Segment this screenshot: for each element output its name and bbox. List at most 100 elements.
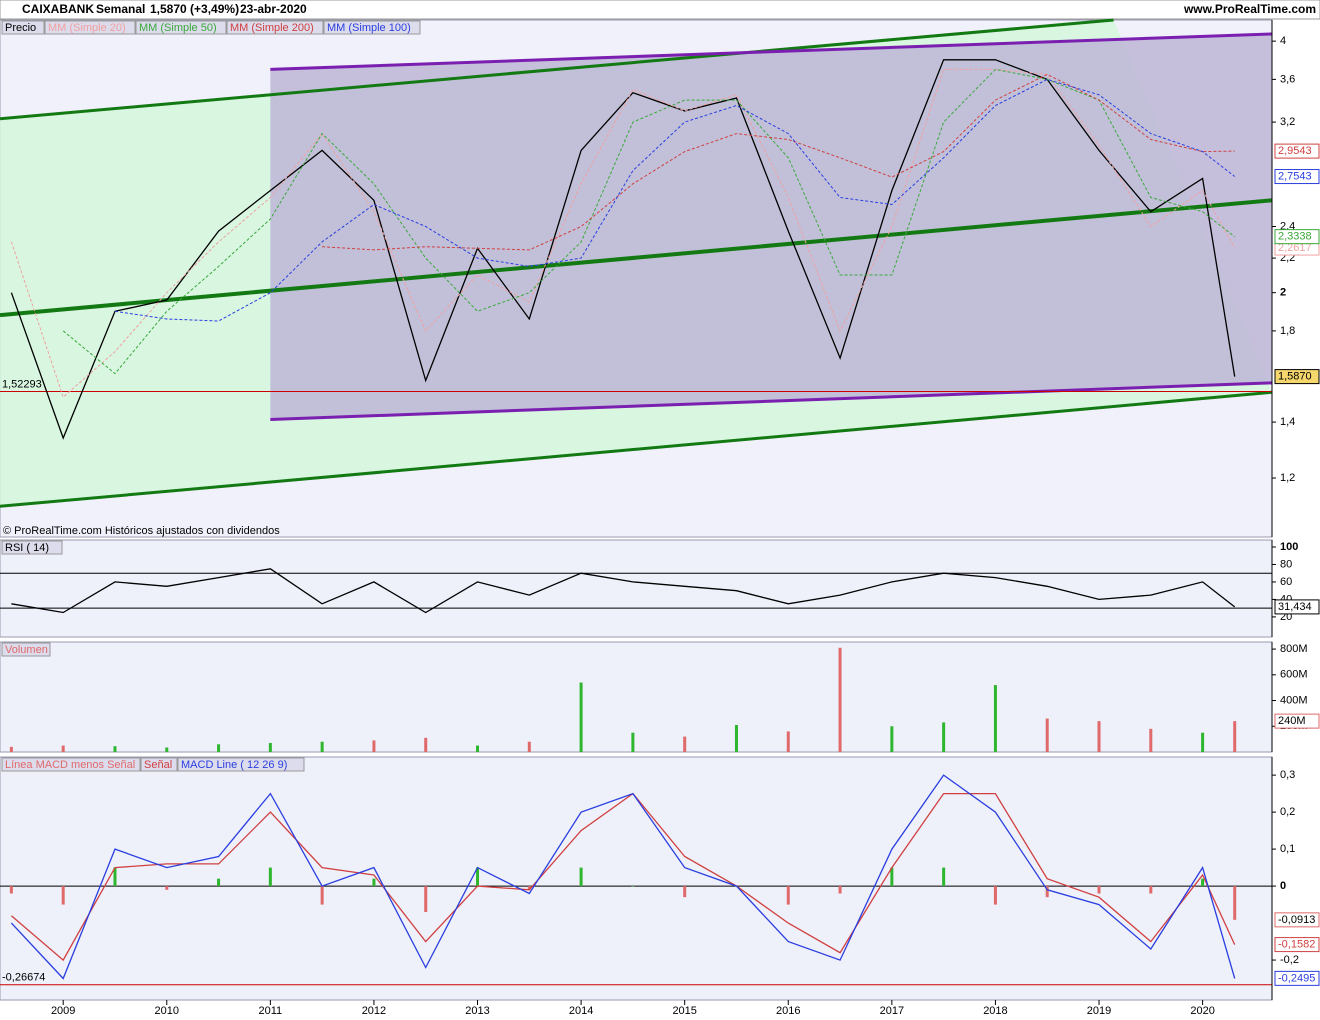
histogram-bar: [61, 886, 65, 905]
volume-bar: [786, 731, 790, 752]
x-tick-label: 2016: [776, 1005, 800, 1017]
volume-bar: [1097, 721, 1101, 752]
volume-bar: [61, 745, 65, 752]
histogram-bar: [786, 886, 790, 905]
volume-bar: [320, 741, 324, 752]
legend-entry: MM (Simple 20): [48, 22, 126, 34]
legend-entry: Línea MACD menos Señal: [5, 759, 135, 771]
volume-bar: [1045, 718, 1049, 752]
last-value-label: -0,2495: [1278, 972, 1315, 984]
histogram-bar: [942, 867, 946, 887]
last-value-box: [1274, 169, 1320, 185]
legend-entry: MM (Simple 100): [327, 22, 411, 34]
histogram-bar: [527, 886, 531, 890]
last-value-label: 1,5870: [1278, 371, 1312, 383]
period: Semanal: [96, 2, 145, 16]
y-tick-label: 100: [1280, 541, 1298, 553]
legend-entry: MM (Simple 200): [230, 22, 314, 34]
volume-bar: [372, 740, 376, 752]
histogram-bar: [683, 886, 687, 898]
histogram-bar: [268, 867, 272, 887]
x-tick-label: 2011: [259, 1005, 283, 1017]
series-line: [10, 774, 1236, 980]
y-tick-label: 1,2: [1280, 472, 1295, 484]
volume-bar: [890, 726, 894, 752]
volume-bar: [683, 736, 687, 752]
histogram-bar: [1233, 886, 1237, 920]
legend-entry: MACD Line ( 12 26 9): [181, 759, 287, 771]
volume-bar: [217, 744, 221, 752]
histogram-bar: [476, 867, 480, 887]
legend-entry: Volumen: [5, 644, 48, 656]
last-value-box: [1274, 713, 1320, 729]
last-value-label: -0,0913: [1278, 914, 1315, 926]
last-price: 1,5870 (+3,49%): [150, 2, 239, 16]
symbol: CAIXABANK: [22, 2, 94, 16]
x-tick-label: 2009: [51, 1005, 75, 1017]
volume-bar: [631, 732, 635, 752]
volume-bar: [424, 737, 428, 752]
x-tick-label: 2010: [155, 1005, 179, 1017]
y-tick-label: 1,8: [1280, 325, 1295, 337]
histogram-bar: [1149, 886, 1153, 894]
legend-box: [1, 757, 141, 772]
x-tick-label: 2014: [569, 1005, 593, 1017]
legend-box: [135, 20, 227, 35]
x-tick-label: 2017: [880, 1005, 904, 1017]
y-tick-label: 600M: [1280, 669, 1308, 681]
legend-entry: Señal: [144, 759, 172, 771]
histogram-bar: [993, 886, 997, 905]
histogram-bar: [1097, 886, 1101, 894]
histogram-bar: [165, 886, 169, 890]
last-value-label: 2,3338: [1278, 231, 1312, 243]
histogram-bar: [320, 886, 324, 905]
y-tick-label: 0: [1280, 880, 1286, 892]
legend-entry: Precio: [5, 22, 36, 34]
series-line: [322, 73, 1235, 251]
y-tick-label: 3,6: [1280, 73, 1295, 85]
last-value-label: 2,9543: [1278, 145, 1312, 157]
legend-box: [1, 642, 51, 657]
volume-bar: [1149, 728, 1153, 752]
legend-box: [1, 20, 45, 35]
y-tick-label: 80: [1280, 558, 1292, 570]
volume-bar: [1201, 732, 1205, 752]
y-tick-label: -0,2: [1280, 954, 1299, 966]
x-tick-label: 2013: [465, 1005, 489, 1017]
volume-bar: [838, 647, 842, 752]
series-line: [10, 68, 1236, 398]
reference-label: -0,26674: [2, 972, 45, 984]
trendline: [0, 198, 1273, 318]
channel-line: [270, 381, 1273, 422]
series-line: [62, 68, 1236, 375]
x-tick-label: 2012: [362, 1005, 386, 1017]
legend-entry: RSI ( 14): [5, 542, 49, 554]
last-value-box: [1274, 912, 1320, 928]
volume-bar: [9, 746, 13, 752]
legend-box: [1, 540, 63, 555]
volume-bar: [993, 685, 997, 752]
volume-bar: [942, 722, 946, 752]
series-line: [11, 568, 1236, 614]
histogram-bar: [631, 886, 635, 887]
channel-line: [0, 390, 1273, 508]
volume-bar: [268, 742, 272, 752]
volume-bar: [579, 682, 583, 752]
x-tick-label: 2018: [983, 1005, 1007, 1017]
y-tick-label: 3,2: [1280, 116, 1295, 128]
y-tick-label: 60: [1280, 576, 1292, 588]
last-value-label: 2,7543: [1278, 170, 1312, 182]
last-value-box: [1274, 369, 1320, 385]
last-value-label: 2,2617: [1278, 242, 1312, 254]
legend-box: [323, 20, 421, 35]
volume-bar: [734, 724, 738, 752]
histogram-bar: [9, 886, 13, 894]
y-tick-label: 0,2: [1280, 806, 1295, 818]
y-tick-label: 400M: [1280, 694, 1308, 706]
reference-label: 1,52293: [2, 378, 42, 390]
legend-box: [226, 20, 324, 35]
histogram-bar: [113, 867, 117, 887]
last-value-box: [1274, 599, 1320, 615]
y-tick-label: 4: [1280, 35, 1286, 47]
